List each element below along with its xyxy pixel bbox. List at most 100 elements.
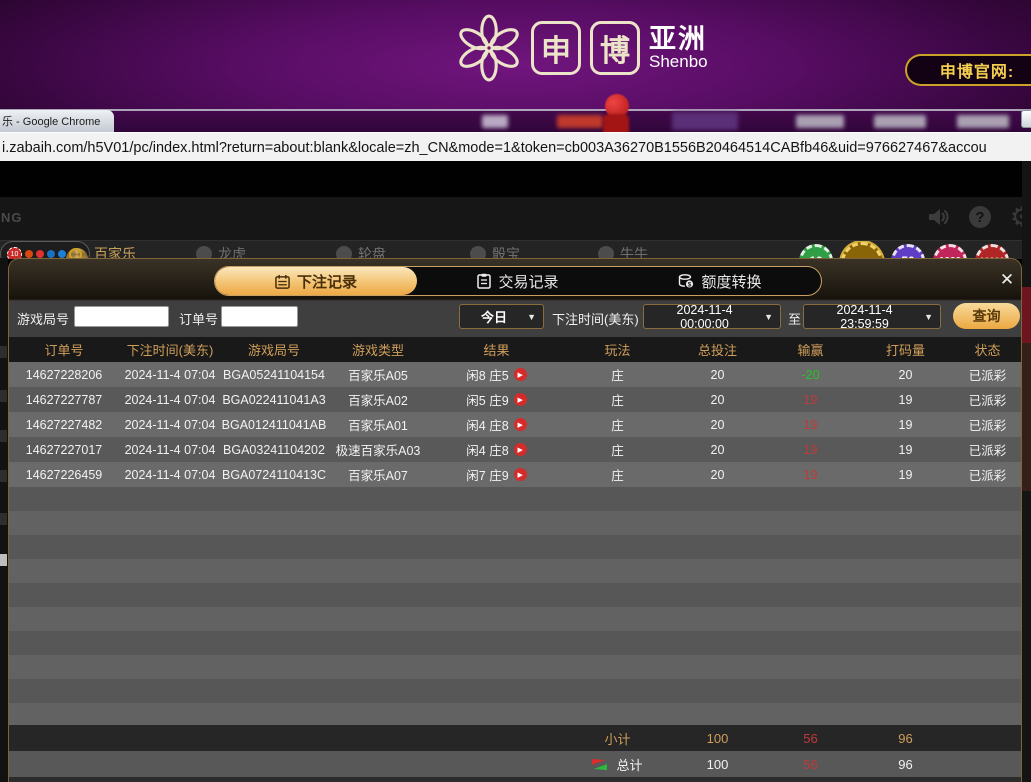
chip-1000[interactable]: 1000 xyxy=(933,244,967,259)
tab-credit-transfer[interactable]: $ 额度转换 xyxy=(619,267,821,295)
play-video-icon[interactable]: ▶ xyxy=(513,368,527,381)
game-tab-label: 百家乐 xyxy=(94,246,136,259)
cell-game-type: 百家乐A05 xyxy=(348,369,408,383)
game-tab-label: 龙虎 xyxy=(218,246,246,259)
chip-value: 50 xyxy=(901,254,914,259)
help-glyph: ? xyxy=(975,208,985,226)
chip-value: 20 xyxy=(854,255,870,259)
to-label: 至 xyxy=(788,312,802,327)
cell-bet-time: 2024-11-4 07:04 xyxy=(124,442,216,457)
cell-status: 已派彩 xyxy=(968,444,1007,458)
modal-tab-bar: 下注记录 交易记录 $ 额度转换 xyxy=(214,266,822,296)
date-preset-value: 今日 xyxy=(481,310,508,325)
game-tab-sicbo[interactable]: 骰宝 xyxy=(470,244,520,259)
game-round-label: 游戏局号 xyxy=(17,312,70,327)
order-no-input[interactable] xyxy=(221,306,298,327)
site-header: 申 博 亚洲 Shenbo 申博官网: xyxy=(0,0,1031,110)
grand-total-label: 总计 xyxy=(616,757,643,773)
cell-turnover: 19 xyxy=(898,467,913,482)
chip-20-selected[interactable]: 20 xyxy=(841,242,883,259)
game-tab-roulette[interactable]: 轮盘 xyxy=(336,244,386,259)
game-tab-bull[interactable]: 牛牛 xyxy=(598,244,648,259)
blurred-nav-fragment xyxy=(482,115,508,128)
game-tab-label: 轮盘 xyxy=(358,246,386,259)
chip-value: 10000 xyxy=(979,256,1004,259)
game-tab-label: 牛牛 xyxy=(620,246,648,259)
chip-10[interactable]: 10 xyxy=(799,244,833,259)
background-right-edge xyxy=(1022,161,1031,782)
cell-bet-time: 2024-11-4 07:04 xyxy=(124,392,216,407)
chevron-down-icon: ▼ xyxy=(527,311,536,322)
cell-turnover: 19 xyxy=(898,442,913,457)
cell-result: 闲7 庄9 ▶ xyxy=(429,465,564,484)
grand-total-win-loss: 56 xyxy=(803,756,818,772)
tray-dot xyxy=(58,250,66,258)
date-to-select[interactable]: 2024-11-4 23:59:59 ▼ xyxy=(803,302,941,331)
col-header: 玩法 xyxy=(604,343,631,358)
cell-turnover: 19 xyxy=(898,392,913,407)
tab-transaction-records[interactable]: 交易记录 xyxy=(417,267,619,295)
cell-play: 庄 xyxy=(611,444,624,458)
table-row: 14627227482 2024-11-4 07:04 BGA012411041… xyxy=(9,412,1021,437)
order-no-label: 订单号 xyxy=(179,312,219,327)
play-video-icon[interactable]: ▶ xyxy=(513,418,527,431)
play-video-icon[interactable]: ▶ xyxy=(513,468,527,481)
chip-50[interactable]: 50 xyxy=(891,244,925,259)
cell-round-no: BGA03241104202 xyxy=(223,442,325,457)
blurred-nav-fragment xyxy=(672,112,738,130)
close-icon[interactable]: ✕ xyxy=(999,270,1015,289)
play-video-icon[interactable]: ▶ xyxy=(513,393,527,406)
roulette-icon xyxy=(336,246,352,259)
tray-dot xyxy=(36,250,44,258)
date-to-value: 2024-11-4 23:59:59 xyxy=(836,302,893,331)
official-site-pill[interactable]: 申博官网: xyxy=(905,54,1031,86)
logo-zh-sub: 亚洲 xyxy=(649,23,707,54)
result-text: 闲7 庄9 xyxy=(466,469,509,483)
grand-total-row: 总计 100 56 96 xyxy=(9,751,1021,777)
subtotal-win-loss: 56 xyxy=(803,730,818,746)
date-preset-select[interactable]: 今日 ▼ xyxy=(459,304,544,329)
game-round-input[interactable] xyxy=(74,306,169,327)
browser-url-bar[interactable]: i.zabaih.com/h5V01/pc/index.html?return=… xyxy=(0,132,1031,164)
clipboard-icon xyxy=(477,273,492,289)
blurred-nav-fragment xyxy=(957,115,1009,128)
chip-value: 10 xyxy=(809,254,822,259)
help-icon[interactable]: ? xyxy=(967,204,993,230)
background-nav-band xyxy=(0,110,1031,132)
refresh-swap-icon[interactable] xyxy=(592,757,608,772)
svg-text:$: $ xyxy=(688,281,692,288)
blurred-nav-fragment xyxy=(874,115,926,128)
mini-chip-10[interactable]: 10 xyxy=(7,246,22,259)
date-from-select[interactable]: 2024-11-4 00:00:00 ▼ xyxy=(643,303,781,331)
blurred-nav-fragment xyxy=(557,115,603,128)
tab-bet-records[interactable]: 下注记录 xyxy=(215,267,417,295)
tab-label: 交易记录 xyxy=(498,273,559,291)
provider-logo-fragment: NG xyxy=(1,210,23,225)
cell-bet-time: 2024-11-4 07:04 xyxy=(124,467,216,482)
browser-window-title[interactable]: 乐 - Google Chrome xyxy=(0,110,114,132)
page-spacer xyxy=(0,161,1031,197)
window-control-fragment[interactable] xyxy=(1021,110,1031,128)
background-left-edge xyxy=(0,258,8,782)
cell-bet-time: 2024-11-4 07:04 xyxy=(124,417,216,432)
chip-10000[interactable]: 10000 xyxy=(975,244,1009,259)
col-header: 下注时间(美东) xyxy=(126,343,214,358)
search-button[interactable]: 查询 xyxy=(953,303,1020,329)
cell-total-bet: 20 xyxy=(710,367,725,382)
play-video-icon[interactable]: ▶ xyxy=(513,443,527,456)
game-tab-dragon-tiger[interactable]: 龙虎 xyxy=(196,244,246,259)
result-text: 闲8 庄5 xyxy=(466,369,509,383)
speaker-icon[interactable] xyxy=(925,204,951,230)
bet-records-modal: 下注记录 交易记录 $ 额度转换 xyxy=(8,258,1022,782)
window-top-edge xyxy=(0,109,1031,111)
subtotal-total-bet: 100 xyxy=(706,730,729,746)
cell-game-type: 百家乐A07 xyxy=(348,469,408,483)
cell-bet-time: 2024-11-4 07:04 xyxy=(124,367,216,382)
result-text: 闲5 庄9 xyxy=(466,394,509,408)
logo-char-bo: 博 xyxy=(590,21,640,75)
logo-subtitle: 亚洲 Shenbo xyxy=(649,25,708,71)
url-text: i.zabaih.com/h5V01/pc/index.html?return=… xyxy=(2,139,987,156)
subtotal-row: 小计 100 56 96 xyxy=(9,725,1021,751)
logo-char-shen: 申 xyxy=(531,21,581,75)
empty-rows-area xyxy=(9,487,1021,725)
